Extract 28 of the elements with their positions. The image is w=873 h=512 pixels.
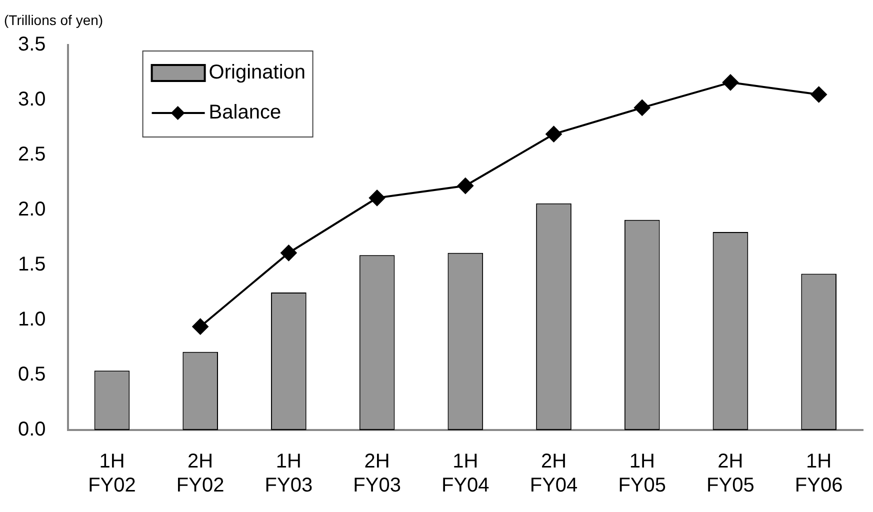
y-tick-label: 1.5	[18, 254, 46, 276]
y-tick-label: 0.5	[18, 364, 46, 386]
x-tick-label: 1H FY02	[88, 450, 136, 497]
x-tick-label: 2H FY03	[353, 450, 401, 497]
point	[810, 86, 827, 102]
point	[192, 318, 208, 335]
x-tick-label: 2H FY04	[530, 450, 578, 497]
point	[546, 126, 562, 142]
x-tick-label: 2H FY05	[706, 450, 754, 497]
y-axis-title: (Trillions of yen)	[4, 12, 104, 28]
legend-label: Origination	[208, 62, 306, 84]
y-tick-label: 1.0	[18, 308, 46, 331]
point	[280, 244, 297, 261]
point	[722, 74, 738, 90]
point	[457, 178, 474, 194]
x-tick-label: 1H FY04	[441, 450, 490, 497]
y-tick-label: 2.5	[18, 144, 46, 166]
y-tick-label: 2.0	[18, 198, 46, 221]
y-tick-label: 3.0	[18, 88, 46, 111]
x-tick-label: 2H FY02	[176, 450, 224, 497]
x-tick-label: 1H FY05	[618, 450, 666, 497]
point	[634, 100, 650, 116]
y-tick-label: 0.0	[18, 418, 46, 441]
x-tick-label: 1H FY03	[264, 450, 313, 497]
legend-label: Balance	[208, 102, 282, 124]
y-tick-label: 3.5	[18, 34, 46, 56]
point	[369, 190, 386, 206]
x-tick-label: 1H FY06	[794, 450, 843, 497]
